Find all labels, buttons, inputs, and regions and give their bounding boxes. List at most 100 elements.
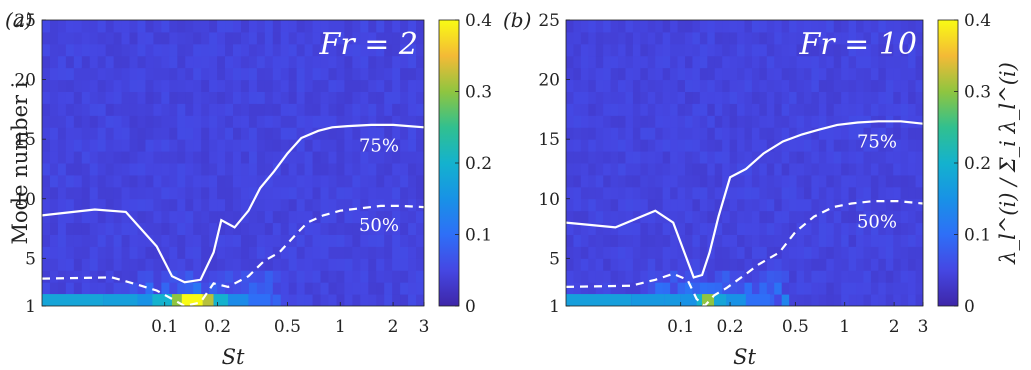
heatmap-cell [336,186,345,200]
heatmap-cell [759,139,768,152]
heatmap-cell [618,67,626,81]
heatmap-cell [729,174,738,188]
heatmap-cell [113,55,123,69]
heatmap-cell [256,246,266,259]
heatmap-cell [833,270,842,283]
heatmap-cell [789,234,798,247]
heatmap-cell [766,79,775,92]
heatmap-cell [714,127,723,140]
heatmap-cell [744,222,753,235]
heatmap-cell [225,234,234,247]
heatmap-cell [233,91,242,104]
heatmap-cell [392,31,401,45]
heatmap-cell [240,67,250,81]
heatmap-cell [722,67,731,81]
heatmap-cell [759,43,768,57]
heatmap-cell [225,91,234,104]
heatmap-cell [848,43,857,57]
heatmap-cell [201,139,210,152]
heatmap-cell [129,43,138,57]
heatmap-cell [662,139,671,152]
heatmap-cell [841,103,850,116]
heatmap-cell [137,246,146,259]
heatmap-cell [826,43,835,57]
heatmap-cell [722,151,731,164]
heatmap-cell [707,174,716,188]
heatmap-cell [209,198,218,212]
heatmap-cell [42,79,51,92]
heatmap-cell [304,91,314,104]
heatmap-cell [105,20,115,33]
heatmap-cell [685,139,693,152]
heatmap-cell [908,139,917,152]
heatmap-cell [804,246,812,259]
heatmap-cell [161,198,170,212]
heatmap-cell [699,174,708,188]
heatmap-cell [603,91,612,104]
heatmap-cell [900,198,909,212]
heatmap-cell [848,294,857,306]
heatmap-cell [89,174,99,188]
heatmap-cell [145,139,154,152]
heatmap-cell [201,115,210,128]
heatmap-cell [781,139,790,152]
heatmap-cell [105,163,115,176]
heatmap-cell [105,79,115,92]
heatmap-cell [97,43,107,57]
heatmap-cell [774,282,783,295]
x-tick-label: 0.5 [782,317,809,337]
heatmap-cell [774,222,783,235]
heatmap-cell [692,198,701,212]
heatmap-cell [217,282,226,295]
heatmap-cell [129,139,138,152]
heatmap-cell [737,198,745,212]
heatmap-cell [677,115,686,128]
heatmap-cell [240,163,250,176]
heatmap-cell [376,210,385,224]
heatmap-cell [368,246,377,259]
heatmap-cell [328,127,337,140]
heatmap-cell [201,31,210,45]
heatmap-cell [759,258,768,271]
heatmap-cell [288,246,298,259]
heatmap-cell [105,198,115,212]
heatmap-cell [878,20,887,33]
heatmap-cell [360,91,369,104]
heatmap-cell [580,258,589,271]
heatmap-cell [312,210,322,224]
heatmap-cell [193,282,202,295]
heatmap-cell [833,222,842,235]
heatmap-cell [625,163,634,176]
heatmap-cell [789,20,798,33]
heatmap-cell [272,258,282,271]
heatmap-cell [129,79,138,92]
heatmap-cell [384,115,393,128]
heatmap-cell [344,127,353,140]
heatmap-cell [841,294,850,306]
heatmap-cell [400,115,409,128]
heatmap-cell [685,174,693,188]
heatmap-cell [804,139,812,152]
heatmap-cell [264,31,274,45]
heatmap-cell [573,79,582,92]
heatmap-cell [121,31,131,45]
heatmap-cell [320,79,329,92]
heatmap-cell [113,246,123,259]
heatmap-cell [185,246,194,259]
heatmap-cell [774,55,783,69]
heatmap-cell [878,198,887,212]
heatmap-cell [915,186,923,200]
heatmap-cell [368,258,377,271]
heatmap-cell [692,43,701,57]
heatmap-cell [352,174,361,188]
heatmap-cell [73,186,83,200]
colorbar-a: 00.10.20.30.4 [438,11,492,317]
heatmap-cell [870,127,879,140]
heatmap-cell [248,55,258,69]
heatmap-cell [217,127,226,140]
heatmap-cell [217,31,226,45]
heatmap-cell [714,282,723,295]
heatmap-cell [878,67,887,81]
heatmap-cell [796,127,805,140]
heatmap-cell [670,186,679,200]
